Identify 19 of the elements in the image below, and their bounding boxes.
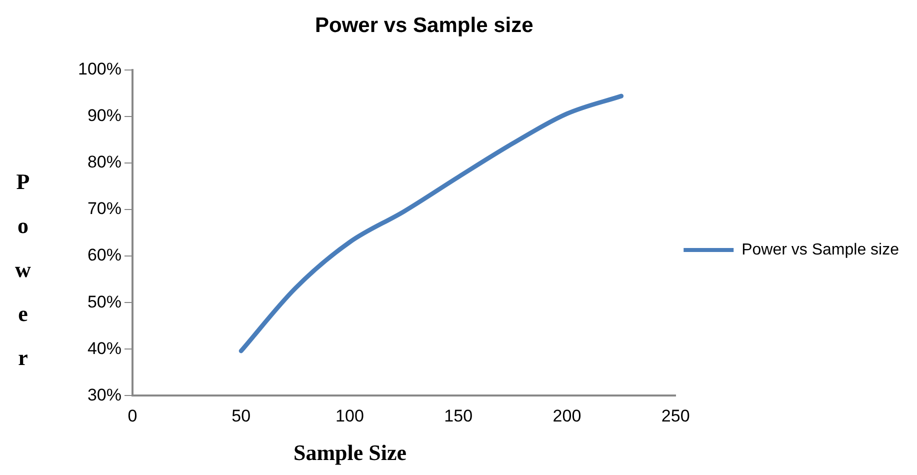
line-series — [238, 94, 624, 354]
x-tick-label: 100 — [336, 406, 364, 426]
y-tick-label: 50% — [87, 292, 122, 312]
x-tick-label: 0 — [128, 406, 138, 426]
y-axis-title: Power — [14, 168, 32, 372]
x-tick-label: 250 — [661, 406, 690, 426]
y-tick-label: 70% — [87, 199, 122, 218]
y-tick-label: 80% — [87, 152, 122, 172]
y-tick-label: 100% — [78, 60, 122, 79]
chart-title: Power vs Sample size — [314, 14, 534, 38]
x-tick-label: 150 — [444, 406, 473, 426]
x-tick-label: 200 — [552, 406, 582, 426]
x-tick-label: 50 — [232, 406, 251, 426]
y-tick-label: 60% — [87, 246, 122, 265]
y-tick-label: 40% — [87, 338, 122, 358]
legend-label: Power vs Sample size — [742, 241, 900, 258]
y-tick-label: 30% — [87, 385, 122, 404]
y-tick-label: 90% — [87, 106, 122, 126]
x-axis-title: Sample Size — [292, 440, 408, 466]
